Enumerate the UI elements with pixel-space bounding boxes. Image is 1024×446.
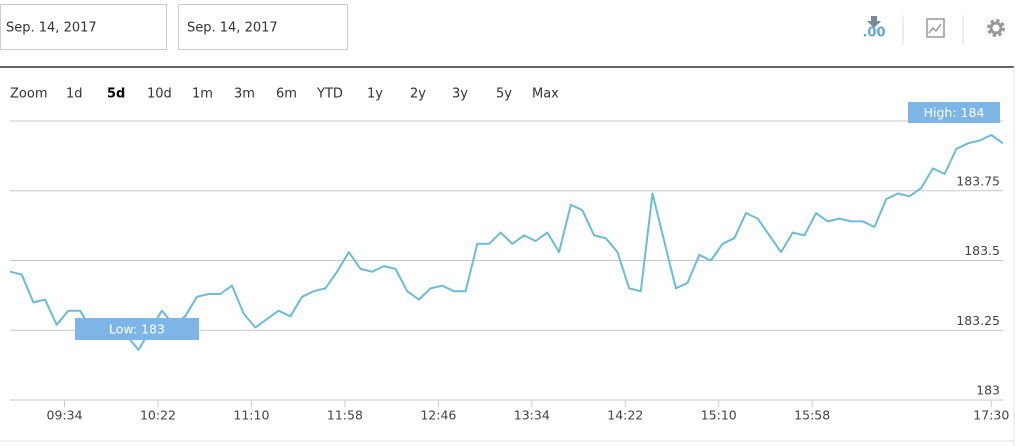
zoom-option[interactable]: 1d [66, 87, 83, 102]
zoom-label: Zoom [10, 87, 47, 102]
annotation-box [75, 318, 199, 340]
start-date: Sep. 14, 2017 [6, 21, 97, 36]
download-icon [867, 16, 881, 28]
x-tick-label: 11:58 [327, 408, 363, 423]
annotation-text: Low: 183 [109, 322, 165, 337]
end-date: Sep. 14, 2017 [187, 21, 278, 36]
x-tick-label: 14:22 [607, 408, 643, 423]
annotation-text: High: 184 [924, 105, 985, 120]
zoom-options: 1d 5d 10d 1m 3m 6m YTD 1y 2y 3y 5y Max [66, 87, 559, 102]
zoom-option[interactable]: 6m [276, 87, 297, 102]
x-tick-label: 17:30 [973, 408, 1009, 423]
y-tick-label: 183.5 [964, 243, 1000, 258]
y-tick-label: 183.75 [956, 173, 1000, 188]
download-label: .00 [862, 26, 885, 41]
gear-teeth [987, 19, 1005, 37]
zoom-option[interactable]: 5y [496, 87, 512, 102]
plot [9, 134, 1004, 351]
x-tick-label: 12:46 [420, 408, 456, 423]
x-tick-label: 09:34 [47, 408, 83, 423]
zoom-option[interactable]: 3y [452, 87, 468, 102]
x-tick-label: 11:10 [233, 408, 269, 423]
y-tick-label: 183.25 [956, 313, 1000, 328]
settings-button[interactable] [987, 19, 1005, 37]
start-date-input[interactable] [0, 4, 167, 50]
zoom-option[interactable]: YTD [316, 87, 343, 102]
zoom-option[interactable]: 2y [410, 87, 426, 102]
chart-icon-line [928, 23, 942, 34]
zoom-option[interactable]: Max [532, 87, 559, 102]
annotation-box [908, 102, 1000, 123]
x-tick-label: 15:10 [701, 408, 737, 423]
gear-icon [989, 21, 1003, 35]
y-tick-label: 183 [976, 383, 1000, 398]
x-tick-label: 10:22 [140, 408, 176, 423]
price-line [9, 134, 1004, 351]
x-tick-label: 13:34 [514, 408, 550, 423]
grid: 183183.25183.5183.7518409:3410:2211:1011… [10, 104, 1009, 423]
end-date-input[interactable] [178, 4, 348, 50]
x-tick-label: 15:58 [794, 408, 830, 423]
download-button[interactable]: .00 [862, 16, 886, 41]
zoom-option[interactable]: 3m [234, 87, 255, 102]
chart-type-button[interactable] [926, 18, 945, 38]
zoom-option[interactable]: 5d [107, 87, 125, 102]
zoom-option[interactable]: 1y [367, 87, 383, 102]
chart-icon [926, 18, 945, 38]
zoom-option[interactable]: 1m [192, 87, 213, 102]
annotations: Low: 183 High: 184 [75, 102, 1000, 340]
zoom-option[interactable]: 10d [147, 87, 172, 102]
